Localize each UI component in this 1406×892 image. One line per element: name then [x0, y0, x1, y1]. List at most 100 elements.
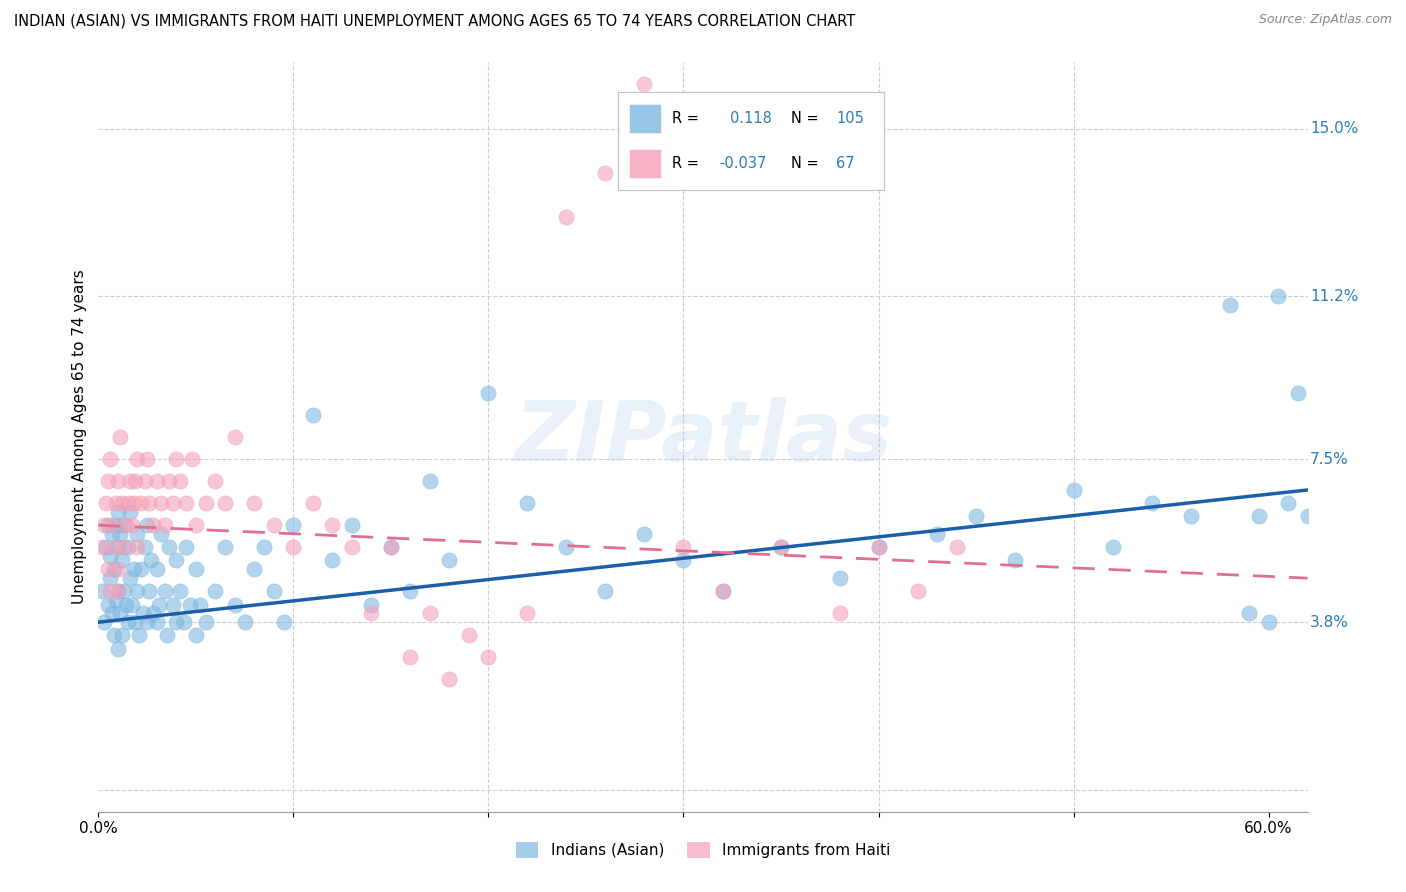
Point: [104, 496, 127, 510]
Point: [97, 474, 120, 488]
Point: [184, 628, 207, 642]
Point: [153, 518, 176, 533]
Point: [98, 584, 121, 599]
Point: [111, 496, 134, 510]
Point: [96, 541, 118, 555]
Point: [118, 505, 141, 519]
Point: [93, 615, 115, 630]
Point: [302, 496, 325, 510]
Point: [263, 518, 285, 533]
Point: [98, 571, 121, 585]
Text: 7.5%: 7.5%: [1310, 451, 1348, 467]
Point: [555, 210, 578, 224]
Point: [173, 615, 195, 630]
Point: [243, 496, 266, 510]
Point: [1140, 496, 1163, 510]
Point: [149, 527, 172, 541]
Point: [224, 430, 246, 444]
Point: [107, 584, 129, 599]
Point: [555, 541, 578, 555]
Point: [108, 430, 131, 444]
Point: [907, 584, 929, 599]
Point: [107, 584, 129, 599]
Point: [340, 541, 363, 555]
Text: 11.2%: 11.2%: [1310, 288, 1358, 303]
Point: [149, 496, 172, 510]
Point: [273, 615, 295, 630]
Point: [139, 553, 162, 567]
Point: [516, 496, 538, 510]
Point: [188, 598, 211, 612]
Point: [127, 527, 149, 541]
Point: [122, 562, 145, 576]
Point: [321, 518, 343, 533]
Point: [136, 452, 159, 467]
Point: [302, 408, 325, 422]
Point: [98, 549, 121, 563]
Text: ZIPatlas: ZIPatlas: [515, 397, 891, 477]
Point: [98, 452, 121, 467]
Point: [1219, 298, 1241, 312]
Point: [103, 562, 125, 576]
Point: [124, 615, 146, 630]
Point: [132, 607, 155, 621]
Point: [101, 518, 124, 533]
Point: [146, 562, 169, 576]
Point: [127, 584, 149, 599]
Point: [124, 474, 146, 488]
Point: [93, 518, 115, 533]
Text: 3.8%: 3.8%: [1310, 615, 1348, 630]
Point: [146, 615, 169, 630]
Point: [96, 496, 118, 510]
Point: [162, 598, 184, 612]
Point: [340, 518, 363, 533]
Point: [138, 584, 160, 599]
Point: [233, 615, 256, 630]
Point: [965, 509, 987, 524]
Point: [711, 584, 734, 599]
Point: [1004, 553, 1026, 567]
Point: [439, 673, 461, 687]
Point: [117, 615, 139, 630]
Point: [157, 541, 180, 555]
Point: [134, 474, 156, 488]
Point: [112, 518, 135, 533]
Point: [131, 496, 153, 510]
Point: [169, 584, 191, 599]
Point: [107, 474, 129, 488]
Point: [103, 628, 125, 642]
Point: [142, 607, 165, 621]
Point: [283, 541, 305, 555]
Point: [104, 518, 127, 533]
Point: [380, 541, 402, 555]
Text: 15.0%: 15.0%: [1310, 121, 1358, 136]
Point: [91, 541, 114, 555]
Point: [97, 598, 120, 612]
Point: [118, 474, 141, 488]
Point: [156, 628, 179, 642]
Point: [111, 628, 134, 642]
Point: [360, 607, 382, 621]
Point: [380, 541, 402, 555]
Point: [399, 584, 422, 599]
Point: [157, 474, 180, 488]
Point: [153, 584, 176, 599]
Point: [1296, 509, 1319, 524]
Point: [138, 496, 160, 510]
Point: [419, 474, 441, 488]
Point: [121, 598, 143, 612]
Text: INDIAN (ASIAN) VS IMMIGRANTS FROM HAITI UNEMPLOYMENT AMONG AGES 65 TO 74 YEARS C: INDIAN (ASIAN) VS IMMIGRANTS FROM HAITI …: [14, 13, 855, 29]
Point: [672, 541, 695, 555]
Point: [925, 527, 948, 541]
Point: [122, 496, 145, 510]
Point: [204, 474, 226, 488]
Point: [165, 615, 187, 630]
Point: [146, 474, 169, 488]
Point: [108, 607, 131, 621]
Point: [204, 584, 226, 599]
Point: [595, 166, 617, 180]
Point: [868, 541, 890, 555]
Point: [1257, 615, 1279, 630]
Point: [321, 553, 343, 567]
Point: [828, 571, 851, 585]
